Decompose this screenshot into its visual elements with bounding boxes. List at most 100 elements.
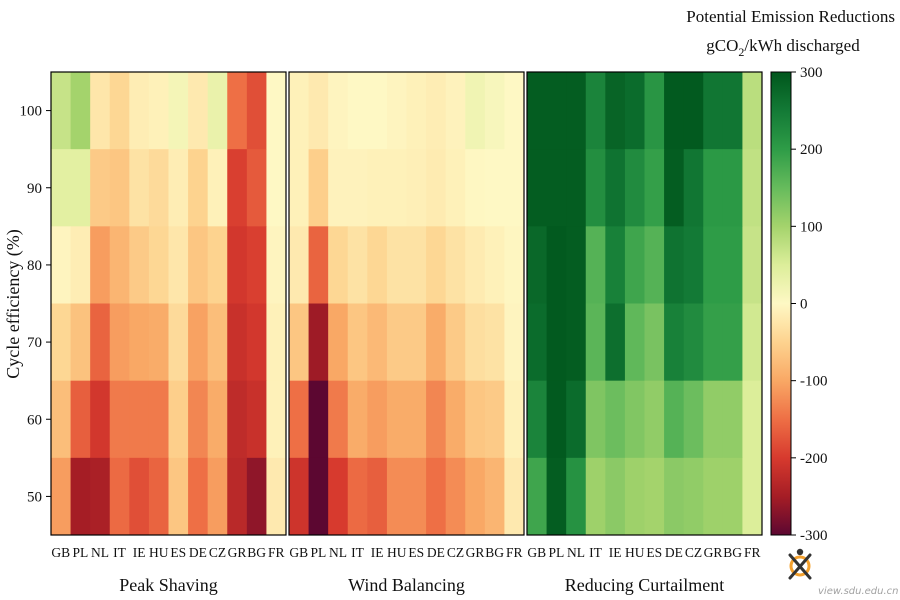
cell-wind-balancing-hu-60 — [386, 380, 407, 459]
cell-wind-balancing-gb-50 — [289, 457, 309, 536]
x-tick-label-reducing-curtailment-cz: CZ — [685, 545, 702, 560]
cell-reducing-curtailment-fr-100 — [742, 72, 763, 150]
cell-peak-shaving-bg-80 — [246, 226, 267, 304]
cell-wind-balancing-nl-80 — [328, 226, 349, 304]
colorbar-tick-label-100: 100 — [800, 219, 823, 235]
cell-peak-shaving-fr-100 — [266, 72, 287, 150]
cell-wind-balancing-nl-70 — [328, 303, 349, 382]
cell-reducing-curtailment-it-70 — [585, 303, 606, 382]
cell-peak-shaving-ie-50 — [129, 457, 150, 536]
cell-wind-balancing-nl-90 — [328, 149, 349, 227]
cell-peak-shaving-cz-80 — [207, 226, 228, 304]
cell-wind-balancing-bg-70 — [484, 303, 505, 382]
cell-wind-balancing-gb-90 — [289, 149, 309, 227]
colorbar-tick-label-200: 200 — [800, 142, 823, 158]
cell-wind-balancing-fr-60 — [504, 380, 525, 459]
cell-wind-balancing-gr-70 — [465, 303, 486, 382]
cell-reducing-curtailment-gb-80 — [527, 226, 547, 304]
x-tick-label-wind-balancing-bg: BG — [485, 545, 504, 560]
cell-reducing-curtailment-it-50 — [585, 457, 606, 536]
cell-wind-balancing-cz-60 — [445, 380, 466, 459]
cell-peak-shaving-pl-90 — [70, 149, 91, 227]
cell-reducing-curtailment-de-50 — [664, 457, 685, 536]
cell-wind-balancing-fr-70 — [504, 303, 525, 382]
cell-wind-balancing-ie-50 — [367, 457, 388, 536]
x-tick-label-peak-shaving-cz: CZ — [209, 545, 226, 560]
cell-reducing-curtailment-pl-60 — [546, 380, 567, 459]
cell-wind-balancing-cz-70 — [445, 303, 466, 382]
cell-wind-balancing-fr-100 — [504, 72, 525, 150]
x-tick-label-wind-balancing-nl: NL — [329, 545, 347, 560]
cell-reducing-curtailment-bg-80 — [722, 226, 743, 304]
cell-wind-balancing-es-80 — [406, 226, 427, 304]
cell-reducing-curtailment-cz-100 — [683, 72, 704, 150]
cell-peak-shaving-cz-70 — [207, 303, 228, 382]
cell-wind-balancing-pl-70 — [308, 303, 329, 382]
colorbar — [770, 71, 792, 536]
cell-wind-balancing-it-90 — [347, 149, 368, 227]
cell-wind-balancing-gr-60 — [465, 380, 486, 459]
cell-wind-balancing-cz-50 — [445, 457, 466, 536]
cell-peak-shaving-gb-70 — [51, 303, 71, 382]
y-tick-label-50: 50 — [27, 489, 42, 505]
cell-peak-shaving-es-90 — [168, 149, 189, 227]
cell-wind-balancing-ie-90 — [367, 149, 388, 227]
cell-reducing-curtailment-gb-90 — [527, 149, 547, 227]
colorbar-title: Potential Emission Reductions — [686, 7, 895, 26]
cell-peak-shaving-de-80 — [188, 226, 209, 304]
cell-peak-shaving-hu-90 — [148, 149, 169, 227]
cell-wind-balancing-de-80 — [426, 226, 447, 304]
panel-frame-peak-shaving — [50, 71, 287, 536]
cell-wind-balancing-it-60 — [347, 380, 368, 459]
x-tick-label-wind-balancing-hu: HU — [387, 545, 407, 560]
x-tick-label-reducing-curtailment-gb: GB — [527, 545, 546, 560]
cell-peak-shaving-gb-90 — [51, 149, 71, 227]
cell-peak-shaving-bg-100 — [246, 72, 267, 150]
x-tick-label-reducing-curtailment-hu: HU — [625, 545, 645, 560]
cell-reducing-curtailment-ie-100 — [605, 72, 626, 150]
cell-reducing-curtailment-it-80 — [585, 226, 606, 304]
cell-wind-balancing-hu-70 — [386, 303, 407, 382]
cell-peak-shaving-nl-60 — [90, 380, 111, 459]
cell-wind-balancing-gr-100 — [465, 72, 486, 150]
cell-reducing-curtailment-bg-60 — [722, 380, 743, 459]
cell-wind-balancing-hu-80 — [386, 226, 407, 304]
cell-peak-shaving-es-70 — [168, 303, 189, 382]
cell-reducing-curtailment-it-90 — [585, 149, 606, 227]
cell-peak-shaving-bg-90 — [246, 149, 267, 227]
cell-peak-shaving-nl-80 — [90, 226, 111, 304]
panel-title-reducing-curtailment: Reducing Curtailment — [565, 575, 724, 595]
cell-reducing-curtailment-es-90 — [644, 149, 665, 227]
cell-reducing-curtailment-bg-70 — [722, 303, 743, 382]
cell-wind-balancing-gb-70 — [289, 303, 309, 382]
cell-wind-balancing-bg-80 — [484, 226, 505, 304]
cell-wind-balancing-hu-90 — [386, 149, 407, 227]
cell-wind-balancing-ie-70 — [367, 303, 388, 382]
cell-peak-shaving-pl-70 — [70, 303, 91, 382]
cell-peak-shaving-pl-80 — [70, 226, 91, 304]
x-tick-label-wind-balancing-it: IT — [351, 545, 364, 560]
cell-reducing-curtailment-nl-100 — [566, 72, 587, 150]
colorbar-unit: gCO2/kWh discharged — [706, 36, 860, 59]
cell-wind-balancing-gr-90 — [465, 149, 486, 227]
cell-wind-balancing-nl-60 — [328, 380, 349, 459]
cell-peak-shaving-pl-50 — [70, 457, 91, 536]
cell-wind-balancing-cz-100 — [445, 72, 466, 150]
x-tick-label-peak-shaving-fr: FR — [268, 545, 285, 560]
cell-peak-shaving-gb-50 — [51, 457, 71, 536]
x-tick-label-peak-shaving-de: DE — [189, 545, 207, 560]
cell-peak-shaving-gr-50 — [227, 457, 248, 536]
cell-reducing-curtailment-cz-80 — [683, 226, 704, 304]
cell-wind-balancing-bg-100 — [484, 72, 505, 150]
cell-reducing-curtailment-gr-50 — [703, 457, 724, 536]
colorbar-unit-prefix: gCO — [706, 36, 738, 55]
cell-reducing-curtailment-bg-100 — [722, 72, 743, 150]
x-tick-label-peak-shaving-ie: IE — [133, 545, 146, 560]
cell-peak-shaving-hu-60 — [148, 380, 169, 459]
cell-peak-shaving-nl-70 — [90, 303, 111, 382]
cell-wind-balancing-gr-50 — [465, 457, 486, 536]
sdu-logo-icon — [788, 548, 812, 580]
cell-wind-balancing-pl-50 — [308, 457, 329, 536]
